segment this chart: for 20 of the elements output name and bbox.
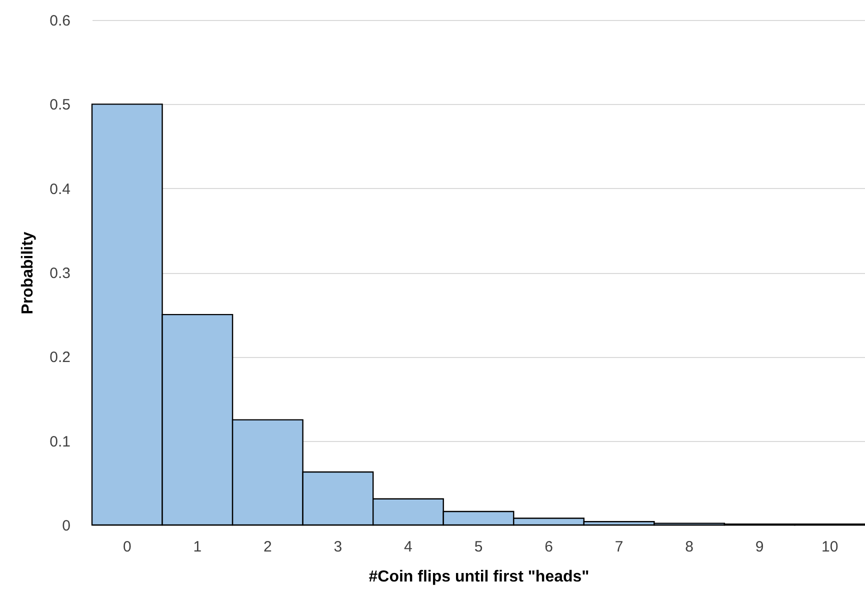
y-tick-label: 0.6 — [50, 12, 70, 30]
y-tick-label: 0 — [62, 518, 70, 534]
y-axis-title: Probability — [20, 232, 37, 314]
x-tick-label: 7 — [614, 538, 624, 556]
y-tick-label: 0.3 — [50, 265, 70, 282]
x-tick-label: 6 — [544, 538, 553, 556]
x-tick-label: 9 — [755, 538, 764, 556]
y-tick-label: 0.5 — [50, 96, 70, 114]
x-tick-label: 8 — [685, 538, 694, 556]
x-tick-label: 1 — [193, 538, 202, 556]
x-axis-title: #Coin flips until first "heads" — [368, 568, 590, 586]
x-tick-label: 10 — [822, 538, 838, 556]
y-tick-label: 0.2 — [50, 349, 70, 366]
y-tick-label: 0.4 — [50, 180, 70, 198]
x-tick-label: 2 — [264, 538, 272, 556]
x-tick-label: 3 — [334, 538, 342, 556]
y-tick-label: 0.1 — [50, 433, 70, 450]
x-tick-label: 4 — [404, 538, 412, 556]
x-tick-label: 5 — [474, 538, 483, 556]
x-tick-label: 0 — [122, 538, 132, 556]
